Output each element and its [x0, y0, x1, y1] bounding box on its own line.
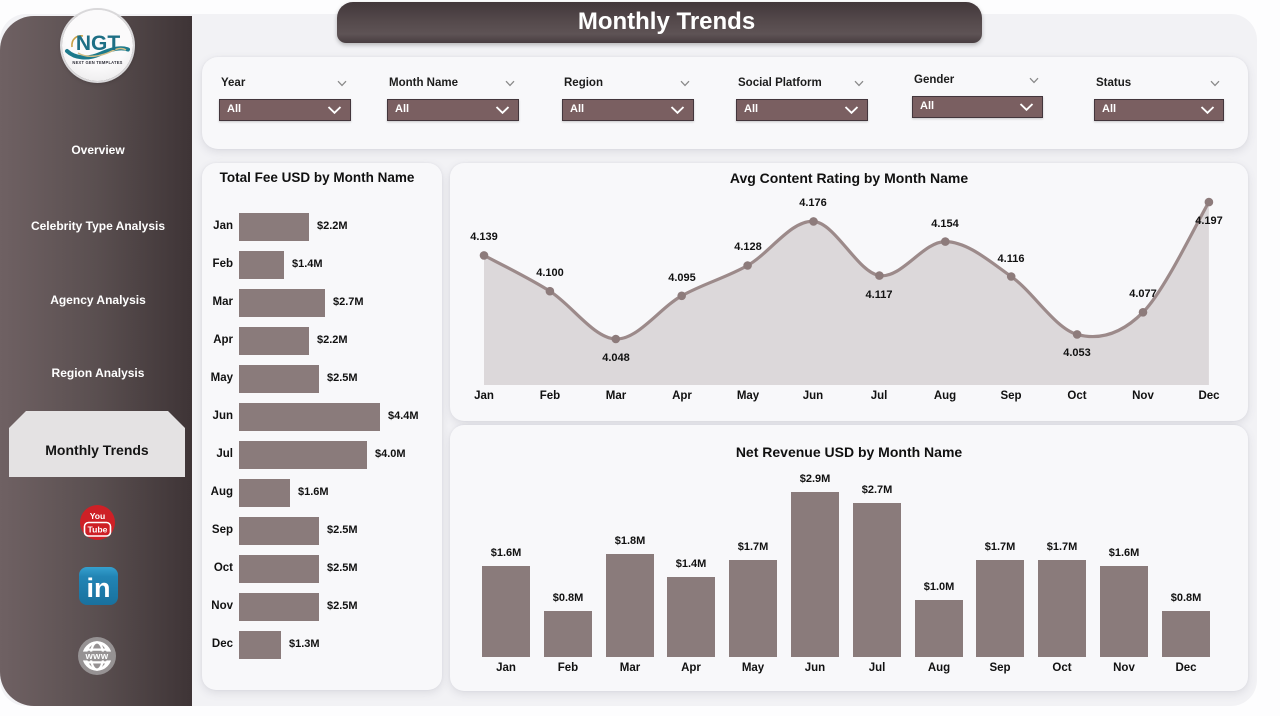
svg-text:NEXT GEN TEMPLATES: NEXT GEN TEMPLATES [72, 60, 122, 65]
svg-text:in: in [87, 573, 111, 603]
svg-text:You: You [90, 511, 106, 521]
svg-text:NGT: NGT [76, 32, 121, 55]
svg-text:Tube: Tube [88, 525, 108, 535]
svg-text:www: www [84, 650, 108, 661]
